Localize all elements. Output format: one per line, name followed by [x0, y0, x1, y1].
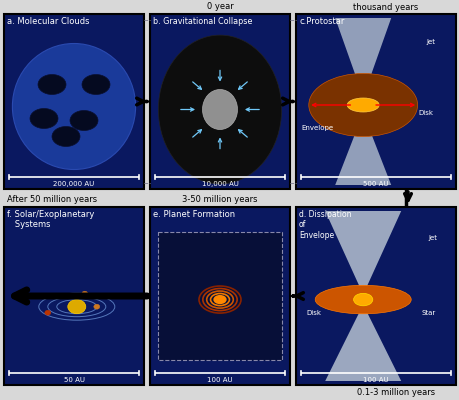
Bar: [150, 14, 290, 189]
Text: thousand years: thousand years: [353, 3, 419, 12]
Polygon shape: [335, 113, 391, 185]
Ellipse shape: [94, 304, 100, 309]
Text: Disk: Disk: [418, 110, 433, 116]
Text: 10,000 AU: 10,000 AU: [202, 181, 238, 187]
Text: 0.1-3 million years: 0.1-3 million years: [357, 388, 435, 397]
Text: 0 year: 0 year: [207, 2, 233, 11]
Ellipse shape: [214, 296, 226, 303]
Ellipse shape: [52, 126, 80, 146]
Text: Envelope: Envelope: [301, 125, 333, 131]
Text: f. Solar/Exoplanetary
   Systems: f. Solar/Exoplanetary Systems: [7, 210, 95, 230]
Ellipse shape: [45, 310, 51, 315]
Text: 3-50 million years: 3-50 million years: [182, 195, 258, 204]
Ellipse shape: [12, 44, 135, 170]
Ellipse shape: [30, 108, 58, 128]
Text: 50 AU: 50 AU: [63, 377, 84, 383]
Bar: [296, 14, 456, 189]
Ellipse shape: [82, 291, 88, 296]
Text: 100 AU: 100 AU: [207, 377, 233, 383]
Ellipse shape: [347, 98, 379, 112]
Text: 200,000 AU: 200,000 AU: [53, 181, 95, 187]
Ellipse shape: [82, 74, 110, 94]
Text: After 50 million years: After 50 million years: [7, 195, 97, 204]
Polygon shape: [325, 211, 401, 294]
Polygon shape: [325, 304, 401, 381]
Text: d. Dissipation
of
Envelope: d. Dissipation of Envelope: [299, 210, 352, 240]
Ellipse shape: [315, 285, 411, 314]
Ellipse shape: [38, 74, 66, 94]
Ellipse shape: [70, 110, 98, 130]
Polygon shape: [335, 18, 391, 97]
Text: Disk: Disk: [306, 310, 321, 316]
Bar: [296, 207, 456, 385]
Text: 10-100: 10-100: [371, 0, 401, 2]
Text: b. Gravitational Collapse: b. Gravitational Collapse: [153, 17, 252, 26]
Ellipse shape: [158, 35, 282, 184]
Ellipse shape: [202, 90, 237, 130]
Ellipse shape: [68, 300, 86, 314]
Text: Star: Star: [421, 310, 435, 316]
Text: Jet: Jet: [428, 235, 437, 241]
Ellipse shape: [309, 74, 418, 136]
Ellipse shape: [353, 293, 373, 306]
Bar: [158, 232, 282, 360]
Text: a. Molecular Clouds: a. Molecular Clouds: [7, 17, 90, 26]
Bar: [4, 14, 144, 189]
Text: Jet: Jet: [426, 39, 435, 45]
Bar: [150, 207, 290, 385]
Text: 100 AU: 100 AU: [363, 377, 389, 383]
Text: e. Planet Formation: e. Planet Formation: [153, 210, 235, 219]
Bar: [4, 207, 144, 385]
Text: 500 AU: 500 AU: [363, 181, 389, 187]
Text: c.Protostar: c.Protostar: [299, 17, 344, 26]
